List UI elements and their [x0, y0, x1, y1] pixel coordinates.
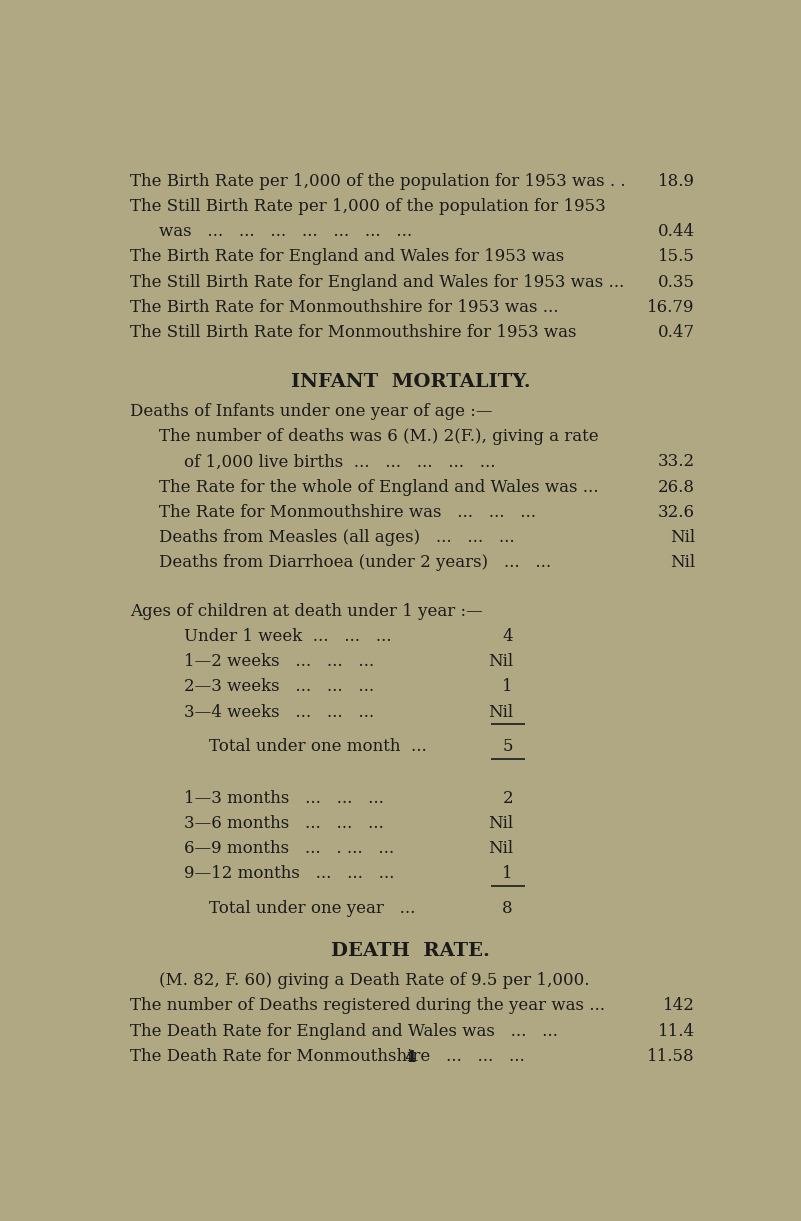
- Text: Deaths of Infants under one year of age :—: Deaths of Infants under one year of age …: [130, 403, 493, 420]
- Text: 26.8: 26.8: [658, 479, 694, 496]
- Text: The Death Rate for Monmouthshire   ...   ...   ...: The Death Rate for Monmouthshire ... ...…: [130, 1048, 525, 1065]
- Text: The Rate for the whole of England and Wales was ...: The Rate for the whole of England and Wa…: [159, 479, 598, 496]
- Text: 8: 8: [502, 900, 513, 917]
- Text: 1—2 weeks   ...   ...   ...: 1—2 weeks ... ... ...: [184, 653, 374, 670]
- Text: 0.47: 0.47: [658, 324, 694, 341]
- Text: 33.2: 33.2: [658, 453, 694, 470]
- Text: of 1,000 live births  ...   ...   ...   ...   ...: of 1,000 live births ... ... ... ... ...: [184, 453, 496, 470]
- Text: The Still Birth Rate per 1,000 of the population for 1953: The Still Birth Rate per 1,000 of the po…: [130, 198, 606, 215]
- Text: Nil: Nil: [488, 840, 513, 857]
- Text: 2: 2: [502, 790, 513, 807]
- Text: 6—9 months   ...   . ...   ...: 6—9 months ... . ... ...: [184, 840, 394, 857]
- Text: 32.6: 32.6: [658, 504, 694, 520]
- Text: 2—3 weeks   ...   ...   ...: 2—3 weeks ... ... ...: [184, 679, 374, 696]
- Text: 16.79: 16.79: [647, 299, 694, 316]
- Text: 0.35: 0.35: [658, 274, 694, 291]
- Text: Total under one month  ...: Total under one month ...: [209, 739, 426, 756]
- Text: was   ...   ...   ...   ...   ...   ...   ...: was ... ... ... ... ... ... ...: [159, 223, 413, 241]
- Text: DEATH  RATE.: DEATH RATE.: [331, 943, 490, 960]
- Text: 1—3 months   ...   ...   ...: 1—3 months ... ... ...: [184, 790, 384, 807]
- Text: 1: 1: [502, 679, 513, 696]
- Text: Nil: Nil: [670, 529, 694, 546]
- Text: Deaths from Measles (all ages)   ...   ...   ...: Deaths from Measles (all ages) ... ... .…: [159, 529, 515, 546]
- Text: Nil: Nil: [488, 703, 513, 720]
- Text: The Death Rate for England and Wales was   ...   ...: The Death Rate for England and Wales was…: [130, 1023, 557, 1040]
- Text: (M. 82, F. 60) giving a Death Rate of 9.5 per 1,000.: (M. 82, F. 60) giving a Death Rate of 9.…: [159, 972, 590, 989]
- Text: 11.4: 11.4: [658, 1023, 694, 1040]
- Text: The Birth Rate for England and Wales for 1953 was: The Birth Rate for England and Wales for…: [130, 248, 564, 265]
- Text: 142: 142: [663, 998, 694, 1015]
- Text: The Still Birth Rate for England and Wales for 1953 was ...: The Still Birth Rate for England and Wal…: [130, 274, 624, 291]
- Text: Deaths from Diarrhoea (under 2 years)   ...   ...: Deaths from Diarrhoea (under 2 years) ..…: [159, 554, 551, 571]
- Text: 3—6 months   ...   ...   ...: 3—6 months ... ... ...: [184, 814, 384, 832]
- Text: Ages of children at death under 1 year :—: Ages of children at death under 1 year :…: [130, 603, 483, 620]
- Text: Total under one year   ...: Total under one year ...: [209, 900, 415, 917]
- Text: 9—12 months   ...   ...   ...: 9—12 months ... ... ...: [184, 866, 394, 883]
- Text: Nil: Nil: [488, 653, 513, 670]
- Text: 1: 1: [502, 866, 513, 883]
- Text: Nil: Nil: [488, 814, 513, 832]
- Text: Nil: Nil: [670, 554, 694, 571]
- Text: 0.44: 0.44: [658, 223, 694, 241]
- Text: 4: 4: [502, 628, 513, 645]
- Text: The Birth Rate for Monmouthshire for 1953 was ...: The Birth Rate for Monmouthshire for 195…: [130, 299, 558, 316]
- Text: The number of Deaths registered during the year was ...: The number of Deaths registered during t…: [130, 998, 605, 1015]
- Text: The Birth Rate per 1,000 of the population for 1953 was . .: The Birth Rate per 1,000 of the populati…: [130, 173, 626, 189]
- Text: 5: 5: [502, 739, 513, 756]
- Text: 15.5: 15.5: [658, 248, 694, 265]
- Text: INFANT  MORTALITY.: INFANT MORTALITY.: [291, 372, 530, 391]
- Text: 11.58: 11.58: [647, 1048, 694, 1065]
- Text: Under 1 week  ...   ...   ...: Under 1 week ... ... ...: [184, 628, 392, 645]
- Text: 3—4 weeks   ...   ...   ...: 3—4 weeks ... ... ...: [184, 703, 374, 720]
- Text: The number of deaths was 6 (M.) 2(F.), giving a rate: The number of deaths was 6 (M.) 2(F.), g…: [159, 429, 598, 446]
- Text: 18.9: 18.9: [658, 173, 694, 189]
- Text: The Still Birth Rate for Monmouthshire for 1953 was: The Still Birth Rate for Monmouthshire f…: [130, 324, 577, 341]
- Text: The Rate for Monmouthshire was   ...   ...   ...: The Rate for Monmouthshire was ... ... .…: [159, 504, 536, 520]
- Text: 4: 4: [405, 1049, 417, 1066]
